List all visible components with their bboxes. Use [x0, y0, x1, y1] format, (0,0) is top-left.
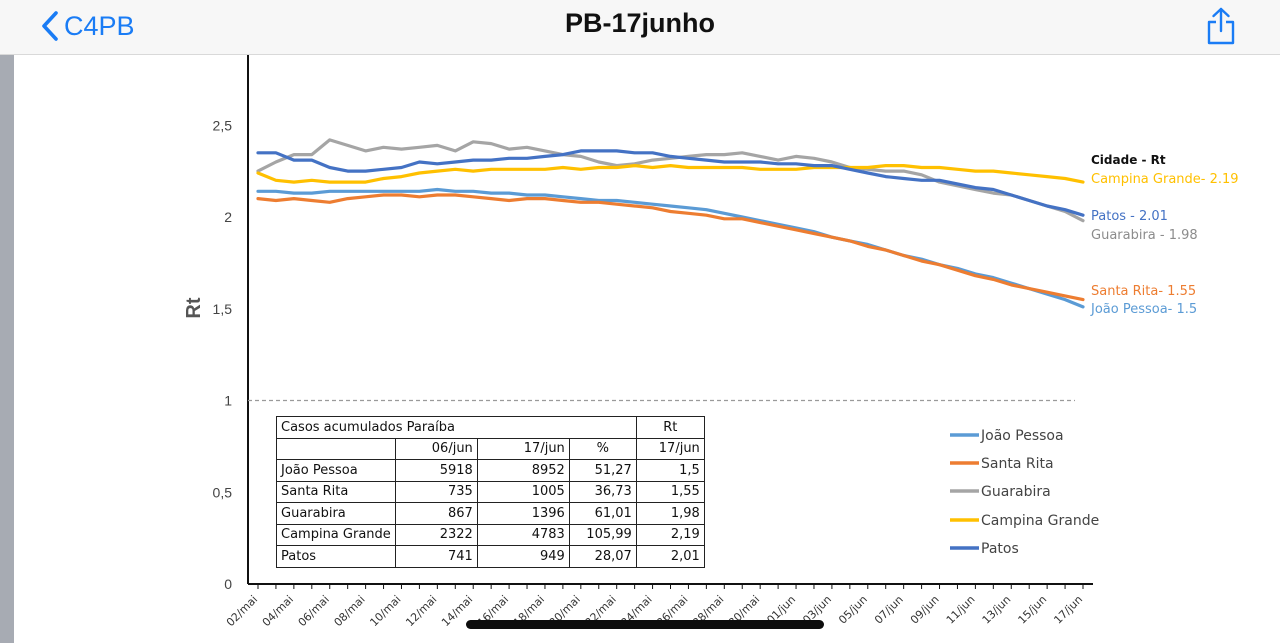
table-cell	[276, 437, 396, 460]
y-tick-label: 1,5	[213, 301, 233, 317]
legend-label: Patos	[981, 541, 1019, 557]
table-cell-city: Santa Rita	[276, 480, 396, 503]
table-col-header: 06/jun	[394, 437, 478, 460]
series-line	[256, 193, 1085, 302]
table-cell: 36,73	[568, 480, 637, 503]
table-cell: 8952	[476, 459, 570, 482]
table-cell: 51,27	[568, 459, 637, 482]
x-tick-label: 02/mai	[224, 593, 260, 629]
x-tick-label: 05/jun	[836, 593, 870, 627]
table-cell: 105,99	[568, 523, 637, 546]
share-icon	[1207, 7, 1235, 45]
end-label: Santa Rita- 1.55	[1091, 284, 1196, 299]
legend-label: Campina Grande	[981, 513, 1099, 529]
table-subheader-row: 06/jun 17/jun % 17/jun	[276, 437, 705, 460]
back-label: C4PB	[64, 10, 135, 41]
cases-table: Casos acumulados Paraíba Rt 06/jun 17/ju…	[276, 416, 705, 568]
back-button[interactable]: C4PB	[40, 6, 135, 46]
table-col-header: 17/jun	[635, 437, 705, 460]
chevron-left-icon	[42, 11, 58, 41]
table-row: Campina Grande 2322 4783 105,99 2,19	[276, 523, 705, 546]
y-tick-label: 0	[224, 576, 232, 592]
table-cell: 2,01	[635, 545, 705, 568]
x-tick-label: 12/mai	[403, 593, 439, 629]
legend-label: Guarabira	[981, 484, 1051, 500]
y-tick-label: 0,5	[213, 484, 233, 500]
home-indicator	[466, 620, 824, 629]
table-col-header: 17/jun	[476, 437, 570, 460]
x-tick-label: 10/mai	[367, 593, 403, 629]
x-tick-label: 11/jun	[944, 593, 978, 627]
x-tick-label: 09/jun	[908, 593, 942, 627]
table-cell: 1,55	[635, 480, 705, 503]
end-label: Guarabira - 1.98	[1091, 228, 1198, 243]
table-cell: 949	[476, 545, 570, 568]
series-line	[256, 138, 1085, 223]
y-tick-label: 2	[224, 209, 232, 225]
end-labels-header: Cidade - Rt	[1091, 153, 1166, 167]
end-label: João Pessoa- 1.5	[1090, 302, 1197, 317]
table-row: Guarabira 867 1396 61,01 1,98	[276, 502, 705, 525]
end-label: Patos - 2.01	[1091, 209, 1168, 224]
y-axis-title: Rt	[183, 297, 205, 318]
end-label: Campina Grande- 2.19	[1091, 172, 1239, 187]
table-cell: 5918	[394, 459, 478, 482]
table-cell: 2322	[394, 523, 478, 546]
table-col-header: %	[568, 437, 637, 460]
table-cell: 2,19	[635, 523, 705, 546]
table-header-row: Casos acumulados Paraíba Rt	[276, 416, 705, 439]
series-line	[256, 164, 1085, 184]
x-tick-label: 04/mai	[260, 593, 296, 629]
table-rt-header: Rt	[635, 416, 705, 439]
table-row: Patos 741 949 28,07 2,01	[276, 545, 705, 568]
table-cell: 28,07	[568, 545, 637, 568]
table-cell: 741	[394, 545, 478, 568]
x-tick-label: 07/jun	[872, 593, 906, 627]
x-tick-label: 06/mai	[296, 593, 332, 629]
table-row: João Pessoa 5918 8952 51,27 1,5	[276, 459, 705, 482]
table-cell: 1005	[476, 480, 570, 503]
table-cell-city: Campina Grande	[276, 523, 396, 546]
y-tick-label: 1	[224, 393, 232, 409]
table-cell: 61,01	[568, 502, 637, 525]
table-row: Santa Rita 735 1005 36,73 1,55	[276, 480, 705, 503]
table-cell-city: Patos	[276, 545, 396, 568]
x-tick-label: 08/mai	[332, 593, 368, 629]
x-tick-label: 15/jun	[1016, 593, 1050, 627]
table-title: Casos acumulados Paraíba	[276, 416, 637, 439]
table-cell: 735	[394, 480, 478, 503]
table-cell-city: João Pessoa	[276, 459, 396, 482]
series-line	[256, 187, 1085, 309]
table-cell-city: Guarabira	[276, 502, 396, 525]
legend-label: Santa Rita	[981, 456, 1054, 472]
sidebar-strip	[0, 55, 14, 643]
series-line	[256, 149, 1085, 217]
table-cell: 1,5	[635, 459, 705, 482]
table-cell: 4783	[476, 523, 570, 546]
share-button[interactable]	[1204, 6, 1238, 51]
table-cell: 1396	[476, 502, 570, 525]
table-cell: 867	[394, 502, 478, 525]
x-tick-label: 13/jun	[980, 593, 1014, 627]
y-tick-label: 2,5	[213, 117, 233, 133]
legend-label: João Pessoa	[980, 428, 1064, 444]
x-tick-label: 17/jun	[1051, 593, 1085, 627]
table-cell: 1,98	[635, 502, 705, 525]
